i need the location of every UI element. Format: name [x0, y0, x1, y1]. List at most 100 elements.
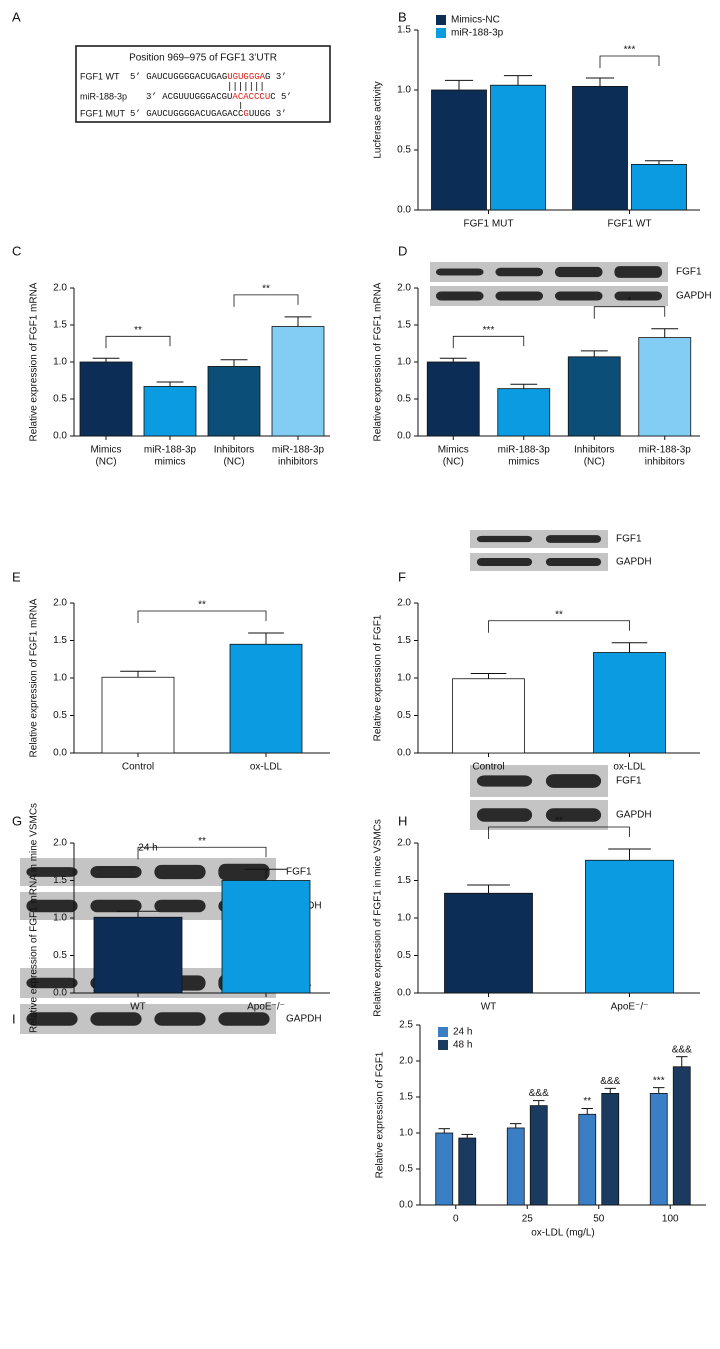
x-tick-label: Inhibitors — [574, 445, 615, 456]
bar — [529, 1105, 548, 1206]
blot-label: GAPDH — [616, 557, 652, 568]
y-tick-label: 0.0 — [397, 748, 411, 759]
y-tick-label: 0.0 — [397, 431, 411, 442]
x-tick-label: (NC) — [443, 457, 464, 468]
bar — [207, 366, 261, 437]
bar — [143, 386, 197, 437]
error-bar — [580, 350, 608, 357]
blot-band — [435, 268, 484, 276]
error-bar — [510, 383, 538, 389]
y-axis-label: Relative expression of FGF1 — [375, 1051, 386, 1178]
blot-band — [614, 266, 663, 278]
significance-label: ** — [583, 1096, 591, 1107]
error-bar — [439, 357, 467, 362]
y-axis-label: Relative expression of FGF1 mRNA — [29, 598, 40, 757]
y-axis-label: Relative expression of FGF1 — [373, 614, 384, 741]
error-bar — [585, 77, 615, 87]
panel-label: H — [398, 813, 407, 828]
y-tick-label: 1.0 — [397, 913, 411, 924]
error-bar — [156, 381, 184, 387]
x-tick-label: (NC) — [223, 457, 244, 468]
y-tick-label: 1.0 — [397, 357, 411, 368]
seq-part: 5’ GAUCUGGGGACUGAG — [130, 72, 227, 82]
x-tick-label: miR-188-3p — [498, 445, 551, 456]
error-bar — [438, 1128, 450, 1133]
bar — [458, 1137, 477, 1206]
y-tick-label: 1.0 — [53, 913, 67, 924]
blot-band — [90, 899, 142, 913]
x-tick-label: Inhibitors — [214, 445, 255, 456]
significance-label: ** — [555, 609, 563, 620]
blot-label: GAPDH — [676, 291, 712, 302]
y-tick-label: 2.0 — [397, 838, 411, 849]
blot-band — [614, 291, 663, 301]
error-bar — [244, 868, 288, 881]
blot-label: GAPDH — [286, 1014, 322, 1025]
error-bar — [651, 328, 679, 338]
sequence-title: Position 969–975 of FGF1 3’UTR — [129, 53, 277, 64]
blot-band — [154, 864, 206, 880]
blot-band — [218, 1012, 270, 1026]
row-label: FGF1 MUT — [80, 108, 125, 118]
seq-highlight: ACACCCU — [232, 92, 270, 102]
error-bar — [608, 848, 651, 861]
x-tick-label: 25 — [522, 1214, 534, 1225]
blot-band — [545, 774, 602, 788]
bar — [578, 1113, 597, 1206]
bar — [497, 388, 551, 437]
significance-label: ** — [198, 600, 206, 611]
blot-band — [435, 291, 484, 301]
y-tick-label: 1.0 — [53, 673, 67, 684]
y-axis-label: Relative expression of FGF1 mRNA — [29, 282, 40, 441]
significance-label: &&& — [672, 1044, 692, 1055]
x-tick-label: ox-LDL — [613, 762, 646, 773]
x-tick-label: mimics — [508, 457, 539, 468]
significance-label: * — [628, 295, 632, 306]
significance-label: ** — [555, 816, 563, 827]
blot-band — [554, 266, 603, 278]
y-tick-label: 2.0 — [53, 598, 67, 609]
x-tick-label: 100 — [662, 1214, 679, 1225]
y-tick-label: 2.0 — [53, 838, 67, 849]
y-tick-label: 0.0 — [53, 748, 67, 759]
legend-swatch — [436, 28, 446, 38]
seq-part: UUGG 3’ — [249, 109, 287, 119]
y-axis-label: Relative expression of FGF1 in mice VSMC… — [373, 819, 384, 1017]
error-bar — [510, 1123, 522, 1128]
legend-label: 24 h — [453, 1027, 472, 1038]
error-bar — [653, 1087, 665, 1094]
bar — [221, 880, 311, 994]
y-tick-label: 2.0 — [397, 598, 411, 609]
blot-band — [476, 557, 533, 567]
legend-swatch — [438, 1040, 448, 1050]
x-tick-label: 0 — [453, 1214, 459, 1225]
y-tick-label: 1.5 — [397, 635, 411, 646]
x-tick-label: (NC) — [584, 457, 605, 468]
significance-bracket — [105, 335, 171, 349]
x-tick-label: FGF1 MUT — [464, 219, 514, 230]
blot-label: FGF1 — [286, 867, 312, 878]
significance-label: ** — [262, 284, 270, 295]
pairing-lines — [229, 82, 263, 109]
bar — [79, 361, 133, 437]
panel-label: A — [12, 9, 21, 24]
y-tick-label: 1.5 — [53, 320, 67, 331]
panel-label: B — [398, 9, 407, 24]
x-tick-label: Mimics — [90, 445, 121, 456]
x-tick-label: WT — [481, 1002, 497, 1013]
error-bar — [676, 1056, 688, 1067]
y-tick-label: 1.5 — [397, 320, 411, 331]
seq-highlight: UGUGGGA — [227, 72, 265, 82]
significance-label: &&& — [529, 1088, 549, 1099]
seq-part: 3’ ACGUUUGGGACGU — [146, 92, 232, 102]
panel-label: I — [12, 1011, 16, 1026]
y-axis-label: Relative expression of FGF1 mRNA in mine… — [29, 803, 40, 1033]
x-tick-label: 50 — [593, 1214, 605, 1225]
y-axis-label: Lucferase activity — [373, 81, 384, 158]
significance-bracket — [233, 294, 299, 307]
bar — [426, 361, 480, 437]
y-tick-label: 0.5 — [399, 1164, 413, 1175]
legend-label: miR-188-3p — [451, 28, 504, 39]
y-tick-label: 2.0 — [397, 283, 411, 294]
y-axis-label: Relative expression of FGF1 mRNA — [373, 282, 384, 441]
